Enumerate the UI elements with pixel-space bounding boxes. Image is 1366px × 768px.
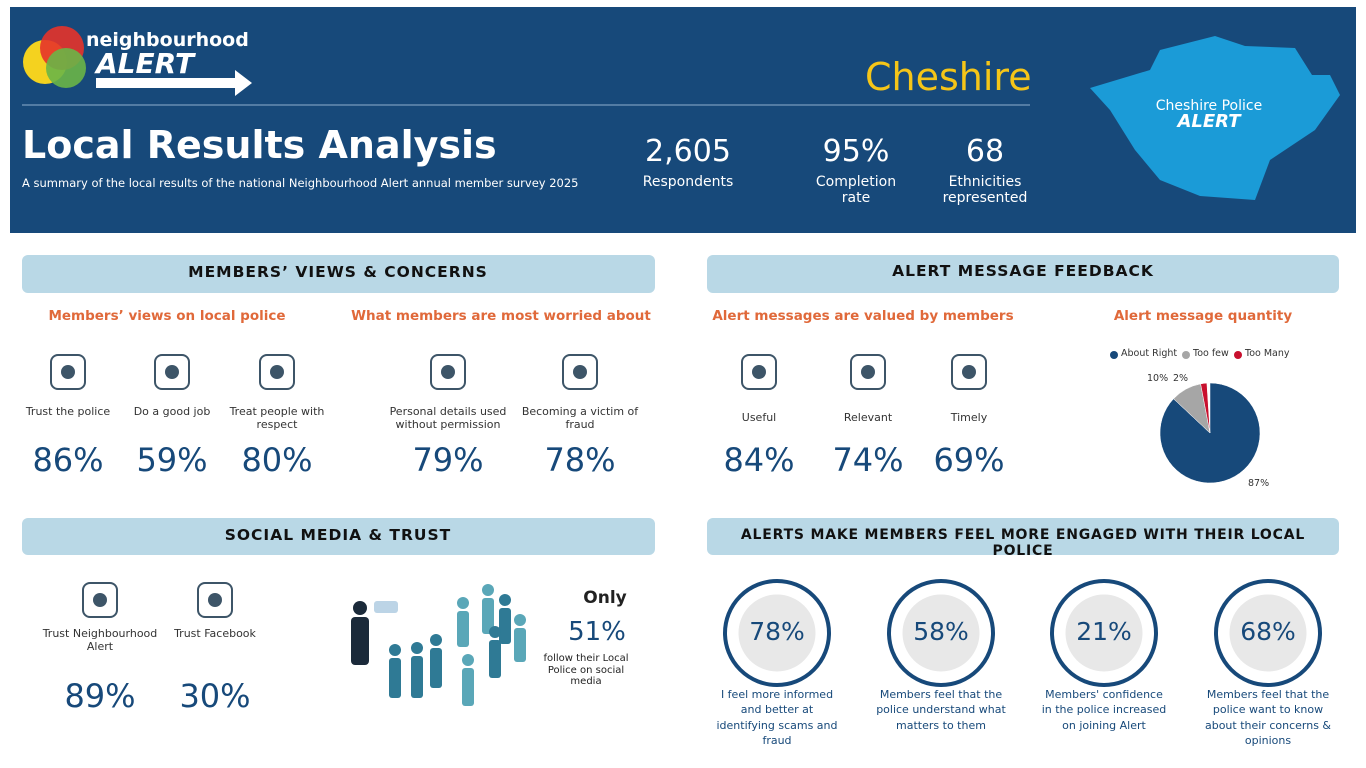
- engagement-label: Members feel that the police want to kno…: [1204, 688, 1332, 748]
- item-label: Do a good job: [133, 405, 211, 418]
- section-heading: SOCIAL MEDIA & TRUST: [224, 526, 452, 544]
- stat-label: Completion rate: [815, 174, 897, 207]
- icon: [441, 365, 455, 379]
- icon: [61, 365, 75, 379]
- item-value: 59%: [136, 441, 208, 479]
- sub-heading: Alert messages are valued by members: [712, 308, 1014, 324]
- item-label: Trust the police: [25, 405, 111, 418]
- item-label: Trust Neighbourhood Alert: [42, 627, 158, 653]
- logo-mark: [23, 26, 86, 88]
- engagement-label: Members feel that the police understand …: [876, 688, 1006, 732]
- logo-text: ALERT: [96, 47, 195, 80]
- page-subtitle: A summary of the local results of the na…: [22, 176, 579, 190]
- pie-slice: [1200, 382, 1211, 434]
- stat-value: 95%: [822, 134, 890, 169]
- item-value: 89%: [64, 677, 136, 715]
- item-label: Trust Facebook: [174, 627, 256, 640]
- icon: [208, 593, 222, 607]
- engagement-value: 68%: [1240, 617, 1296, 646]
- section-bar: [707, 518, 1339, 555]
- region-name: Cheshire: [865, 55, 1032, 99]
- icon: [93, 593, 107, 607]
- item-label: Relevant: [843, 411, 893, 424]
- pie-label: 2%: [1173, 373, 1189, 384]
- item-value: 78%: [544, 441, 616, 479]
- item-value: 30%: [179, 677, 251, 715]
- section-bar: [22, 518, 655, 555]
- badge-text: ALERT: [1177, 111, 1241, 132]
- item-label: Becoming a victim of fraud: [521, 405, 639, 431]
- legend-label: Too few: [1193, 348, 1229, 359]
- icon: [165, 365, 179, 379]
- icon: [962, 365, 976, 379]
- pie-label: 10%: [1147, 373, 1169, 384]
- item-value: 79%: [412, 441, 484, 479]
- legend-swatch: [1234, 351, 1242, 359]
- engagement-label: I feel more informed and better at ident…: [716, 688, 838, 748]
- logo-text: neighbourhood: [86, 29, 249, 51]
- icon: [430, 354, 466, 390]
- icon: [197, 582, 233, 618]
- item-value: 69%: [933, 441, 1005, 479]
- icon: [154, 354, 190, 390]
- icon: [861, 365, 875, 379]
- engagement-label: Members' confidence in the police increa…: [1041, 688, 1167, 732]
- sub-heading: What members are most worried about: [351, 308, 651, 324]
- callout-value: 51%: [568, 617, 626, 647]
- item-label: Personal details used without permission: [389, 405, 507, 431]
- icon: [741, 354, 777, 390]
- ring-inner: [1062, 591, 1146, 675]
- item-label: Timely: [950, 411, 988, 424]
- engagement-value: 21%: [1076, 617, 1132, 646]
- legend-swatch: [1110, 351, 1118, 359]
- icon: [82, 582, 118, 618]
- icon: [270, 365, 284, 379]
- page-title: Local Results Analysis: [22, 123, 497, 167]
- section-heading: MEMBERS’ VIEWS & CONCERNS: [188, 263, 488, 281]
- icon: [752, 365, 766, 379]
- item-label: Treat people with respect: [229, 405, 325, 431]
- engagement-value: 78%: [749, 617, 805, 646]
- chart-title: Alert message quantity: [1113, 308, 1293, 324]
- logo-arrow: [96, 70, 252, 96]
- legend-swatch: [1182, 351, 1190, 359]
- item-label: Useful: [741, 411, 777, 424]
- section-heading: ALERT MESSAGE FEEDBACK: [892, 262, 1154, 280]
- crowd-illustration: [351, 584, 526, 706]
- stat-value: 2,605: [645, 134, 731, 169]
- ring-inner: [735, 591, 819, 675]
- stat-label: Respondents: [642, 174, 734, 190]
- ring-inner: [899, 591, 983, 675]
- icon: [259, 354, 295, 390]
- item-value: 80%: [241, 441, 313, 479]
- badge-text: Cheshire Police: [1155, 98, 1263, 114]
- stat-label: Ethnicities represented: [942, 174, 1028, 207]
- section-bar: [22, 255, 655, 293]
- section-bar: [707, 255, 1339, 293]
- region-map: [1090, 36, 1340, 200]
- icon: [850, 354, 886, 390]
- ring-inner: [1226, 591, 1310, 675]
- callout-text: follow their Local Police on social medi…: [543, 653, 629, 687]
- legend-label: Too Many: [1245, 348, 1290, 359]
- item-value: 86%: [32, 441, 104, 479]
- icon: [562, 354, 598, 390]
- pie-label: 87%: [1248, 478, 1270, 489]
- legend-label: About Right: [1121, 348, 1178, 359]
- callout-lead: Only: [583, 588, 627, 608]
- item-value: 74%: [832, 441, 904, 479]
- sub-heading: Members’ views on local police: [48, 308, 286, 324]
- stat-value: 68: [965, 134, 1005, 169]
- icon: [50, 354, 86, 390]
- icon: [573, 365, 587, 379]
- item-value: 84%: [723, 441, 795, 479]
- engagement-value: 58%: [913, 617, 969, 646]
- icon: [951, 354, 987, 390]
- section-heading: ALERTS MAKE MEMBERS FEEL MORE ENGAGED WI…: [740, 527, 1306, 560]
